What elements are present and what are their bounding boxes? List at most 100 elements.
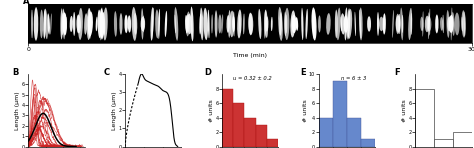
Ellipse shape [278, 7, 283, 41]
Ellipse shape [326, 13, 331, 35]
Ellipse shape [284, 8, 290, 40]
Ellipse shape [87, 8, 91, 40]
Ellipse shape [396, 15, 401, 32]
Bar [222, 89, 233, 147]
Ellipse shape [422, 11, 424, 37]
Bar [347, 118, 361, 147]
Ellipse shape [208, 10, 210, 38]
Ellipse shape [435, 15, 438, 33]
Ellipse shape [40, 10, 43, 38]
Ellipse shape [88, 12, 93, 36]
Ellipse shape [134, 13, 137, 35]
Ellipse shape [313, 9, 315, 39]
Text: D: D [204, 68, 211, 77]
Ellipse shape [34, 7, 38, 41]
Ellipse shape [248, 13, 253, 35]
Ellipse shape [119, 13, 123, 35]
Ellipse shape [301, 8, 303, 40]
Ellipse shape [65, 17, 67, 31]
Text: C: C [104, 68, 110, 77]
Ellipse shape [265, 16, 268, 32]
Ellipse shape [233, 11, 235, 37]
Ellipse shape [447, 10, 450, 38]
Bar [233, 103, 245, 147]
Text: A: A [23, 0, 29, 6]
Ellipse shape [359, 8, 363, 40]
Ellipse shape [50, 13, 52, 35]
Ellipse shape [96, 17, 98, 31]
Ellipse shape [218, 15, 221, 33]
Y-axis label: # units: # units [402, 99, 407, 122]
Ellipse shape [221, 14, 223, 34]
Ellipse shape [258, 9, 262, 39]
Ellipse shape [367, 16, 371, 32]
Ellipse shape [128, 15, 131, 33]
Text: B: B [13, 68, 19, 77]
Ellipse shape [337, 8, 341, 40]
Ellipse shape [239, 15, 241, 33]
Ellipse shape [103, 7, 108, 40]
Ellipse shape [341, 13, 345, 35]
Ellipse shape [379, 17, 384, 31]
Ellipse shape [152, 8, 154, 40]
Ellipse shape [461, 17, 463, 31]
Ellipse shape [43, 9, 46, 39]
X-axis label: Time (min): Time (min) [233, 53, 267, 58]
Y-axis label: Length (μm): Length (μm) [16, 91, 20, 130]
Bar [434, 139, 453, 147]
Ellipse shape [98, 10, 101, 38]
Ellipse shape [73, 12, 75, 36]
Ellipse shape [408, 8, 412, 40]
Ellipse shape [355, 12, 356, 36]
Ellipse shape [305, 9, 308, 39]
Bar [333, 81, 347, 147]
Text: u = 0.32 ± 0.2: u = 0.32 ± 0.2 [234, 76, 272, 81]
Ellipse shape [187, 14, 192, 34]
Ellipse shape [228, 10, 231, 38]
Ellipse shape [63, 12, 67, 36]
Bar [361, 139, 375, 147]
Ellipse shape [211, 14, 213, 34]
Ellipse shape [428, 12, 430, 36]
Ellipse shape [132, 7, 137, 41]
Ellipse shape [114, 11, 117, 37]
Ellipse shape [401, 15, 403, 33]
Ellipse shape [312, 12, 314, 36]
Ellipse shape [150, 7, 154, 41]
Ellipse shape [271, 17, 273, 31]
Ellipse shape [463, 12, 465, 36]
Ellipse shape [462, 10, 466, 38]
Ellipse shape [102, 12, 105, 36]
Ellipse shape [237, 9, 242, 38]
Bar [453, 132, 472, 147]
Ellipse shape [141, 8, 144, 40]
Ellipse shape [264, 9, 267, 39]
Ellipse shape [61, 13, 64, 35]
Ellipse shape [410, 13, 412, 35]
Ellipse shape [84, 13, 87, 35]
Ellipse shape [142, 16, 145, 32]
Ellipse shape [396, 14, 400, 34]
Ellipse shape [292, 15, 297, 33]
Ellipse shape [450, 17, 452, 31]
Ellipse shape [31, 9, 33, 38]
Text: n = 6 ± 3: n = 6 ± 3 [341, 76, 366, 81]
Ellipse shape [399, 14, 400, 34]
Bar [245, 118, 255, 147]
Bar [415, 89, 434, 147]
Bar [255, 125, 267, 147]
Ellipse shape [248, 13, 253, 35]
Ellipse shape [442, 15, 444, 33]
Ellipse shape [359, 9, 361, 39]
Ellipse shape [63, 9, 65, 39]
Ellipse shape [203, 8, 208, 40]
Ellipse shape [158, 9, 160, 39]
Ellipse shape [284, 12, 286, 36]
Ellipse shape [100, 8, 103, 40]
Ellipse shape [296, 17, 298, 31]
Ellipse shape [185, 15, 188, 33]
Ellipse shape [174, 15, 176, 33]
Ellipse shape [44, 9, 48, 39]
Ellipse shape [200, 8, 203, 40]
Ellipse shape [90, 14, 91, 34]
